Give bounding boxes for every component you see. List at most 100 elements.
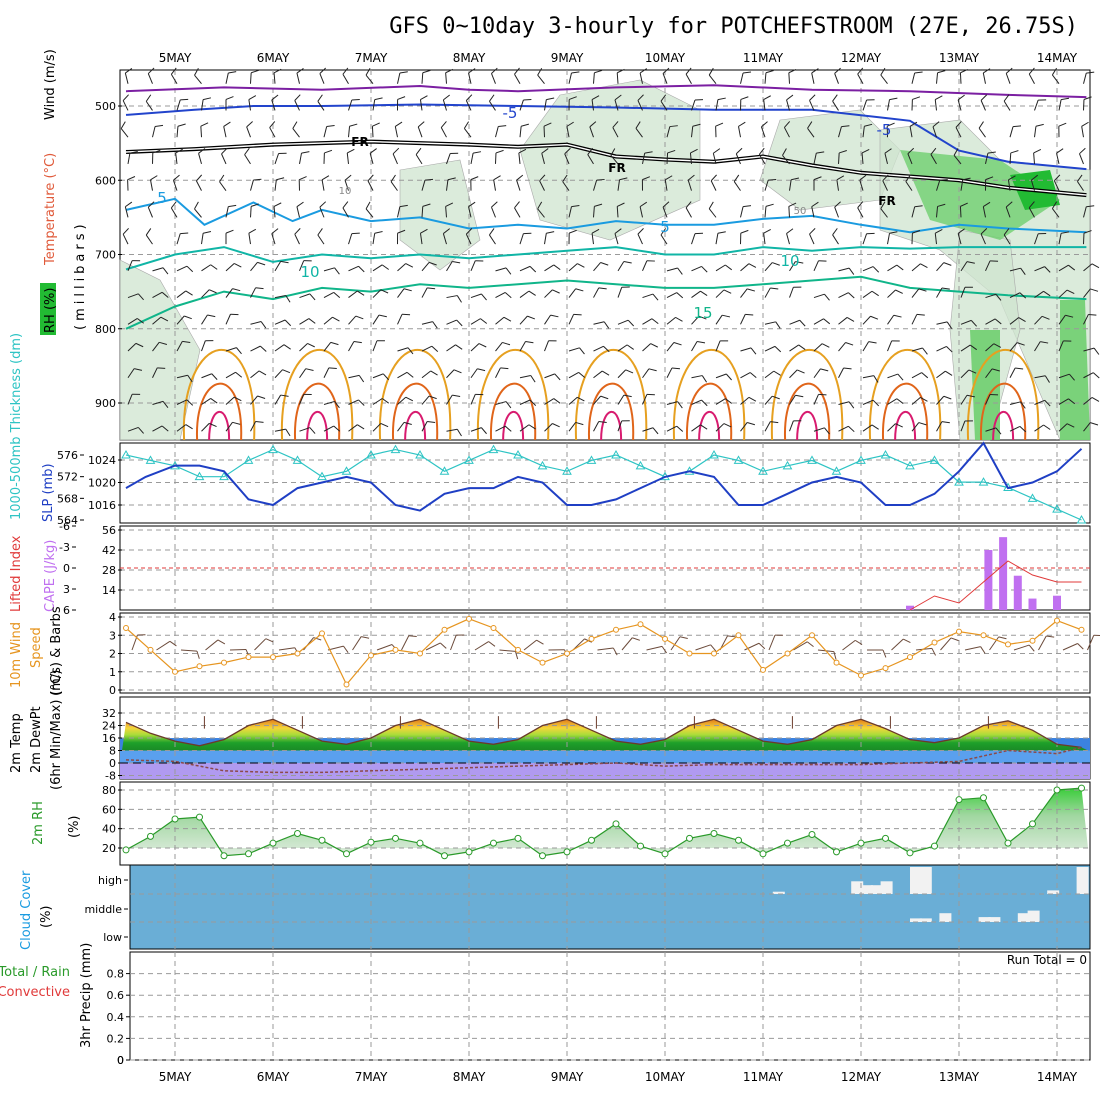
wind-barb — [715, 314, 723, 325]
wind-barb — [529, 399, 537, 406]
wind-barb — [717, 231, 726, 234]
wind-barb — [743, 205, 752, 208]
wind-barb — [911, 314, 918, 325]
wind-barb — [651, 318, 659, 325]
wind-barb — [1091, 397, 1100, 402]
wind-barb — [365, 208, 374, 218]
wind-barb — [710, 174, 717, 182]
wind-barb — [554, 373, 561, 381]
wind-barb — [417, 121, 425, 128]
wind-barb — [912, 230, 921, 234]
lifted-index-tick-label: 0 — [63, 562, 70, 575]
wind-barb — [321, 175, 330, 181]
wind-barb — [995, 293, 1002, 301]
thickness-point — [488, 444, 499, 454]
wind-barb — [273, 202, 282, 207]
wind-barb — [725, 264, 733, 271]
wind-barb — [980, 94, 988, 101]
wind-barb — [495, 342, 503, 352]
wind-barb — [789, 394, 796, 405]
rh-point — [955, 796, 963, 804]
wind-barb — [1038, 635, 1047, 651]
wind-barb — [323, 267, 335, 272]
wind-barb — [417, 126, 423, 138]
wind-barb — [579, 347, 585, 355]
wind-barb — [1058, 314, 1066, 325]
cloud-bar — [919, 918, 932, 922]
wind-barb — [420, 228, 428, 234]
wind-barb — [201, 99, 204, 111]
wind-barb — [642, 153, 646, 165]
wind-barb — [421, 321, 433, 325]
wind-barb — [795, 261, 804, 264]
wind-barb — [342, 73, 349, 84]
wind-barb — [1003, 94, 1010, 102]
wind-barb — [421, 395, 430, 405]
wind-barb — [936, 421, 943, 432]
wind-barb — [911, 288, 920, 298]
wind-speed-point — [907, 654, 913, 661]
wind-barb — [470, 153, 474, 165]
thickness-point — [635, 460, 646, 470]
wind-barb — [594, 69, 603, 74]
rh-point — [343, 850, 350, 858]
wind-barb — [274, 428, 286, 432]
wind10-axis-label-2: Speed — [29, 627, 44, 668]
wind-barb — [691, 315, 700, 325]
wind-barb — [1010, 150, 1019, 154]
wind-barb — [642, 260, 648, 272]
wind-barb — [957, 233, 962, 245]
wind-barb — [623, 394, 632, 398]
wind-barb — [666, 425, 678, 432]
wind-barb — [1090, 422, 1099, 426]
wind-barb — [246, 126, 251, 138]
wind-barb — [862, 341, 870, 352]
wind-axis-label: Wind (m/s) — [43, 49, 58, 120]
day-label: 9MAY — [551, 1070, 584, 1084]
warm-contour — [686, 382, 733, 441]
wind-speed-point — [980, 632, 987, 639]
wind-barb — [1083, 96, 1092, 100]
wind-barb — [960, 420, 966, 432]
wind-barb — [891, 638, 904, 651]
wind-barb — [544, 373, 555, 379]
wind-speed-point — [931, 639, 938, 646]
wind10-axis-label-1: 10m Wind — [9, 622, 24, 688]
thickness-point — [758, 466, 768, 475]
wind-barb — [127, 176, 136, 181]
wind-barb — [468, 201, 476, 208]
wind-barb — [397, 422, 405, 432]
thickness-point — [145, 455, 156, 464]
wind-barb — [365, 67, 371, 76]
wind-barb — [896, 398, 904, 404]
wind-barb — [544, 233, 547, 245]
wind-barb — [299, 260, 305, 272]
wind-barb — [763, 95, 771, 100]
wind-barb — [308, 318, 316, 324]
thickness-point — [978, 477, 989, 486]
wind-barb — [617, 420, 623, 432]
wind-barb — [489, 234, 496, 245]
wind-barb — [662, 67, 670, 74]
wind-barb — [685, 207, 692, 218]
wind-barb — [415, 147, 422, 155]
wind-barb — [1043, 424, 1051, 430]
cloud-bar — [910, 867, 922, 894]
wind-barb — [1009, 126, 1014, 138]
wind-barb — [911, 72, 916, 84]
day-label: 7MAY — [355, 51, 388, 65]
wind-barb — [552, 289, 560, 294]
wind-barb — [544, 99, 547, 111]
wind-barb — [748, 263, 757, 268]
thickness-point — [611, 449, 621, 459]
wind-barb — [662, 206, 668, 218]
lifted-index-tick-label: 6 — [63, 604, 70, 617]
wind-barb — [147, 201, 155, 208]
wind-barb — [666, 316, 676, 325]
wind-barb — [489, 228, 495, 236]
wind-barb — [666, 401, 678, 405]
day-label: 5MAY — [159, 1070, 192, 1084]
cloud-bar — [1017, 913, 1030, 922]
wind-barb — [715, 340, 721, 352]
wind-barb — [774, 346, 782, 353]
